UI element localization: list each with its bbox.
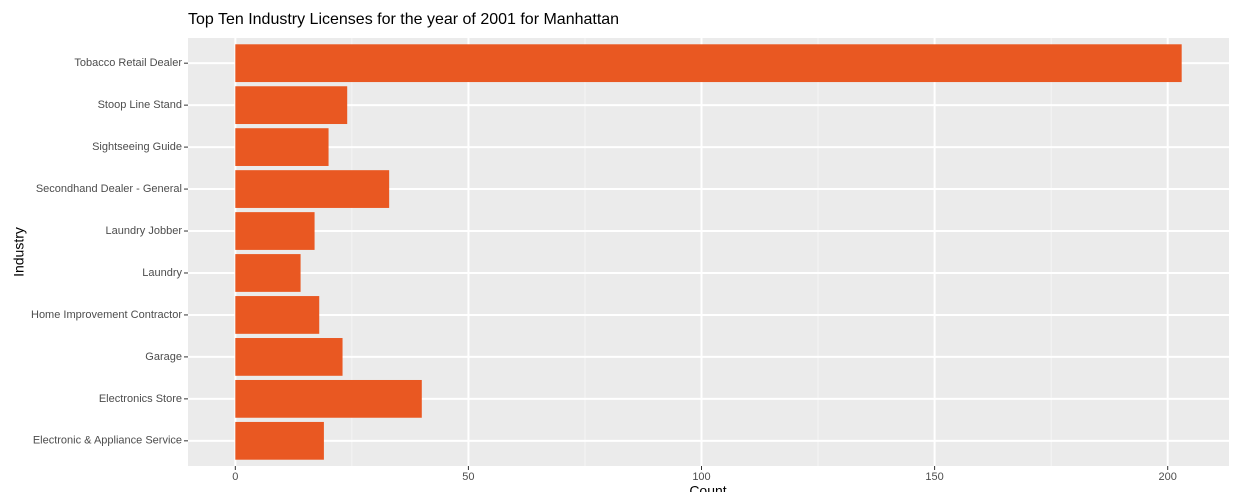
- bar: [235, 170, 390, 208]
- x-tick-label: 200: [1159, 471, 1177, 483]
- y-tick-label: Laundry: [142, 267, 182, 279]
- y-tick-label: Electronic & Appliance Service: [33, 435, 182, 447]
- bar: [235, 379, 422, 418]
- bar: [235, 338, 343, 376]
- bar: [235, 254, 301, 292]
- y-tick-label: Tobacco Retail Dealer: [74, 57, 182, 69]
- x-axis-label: Count: [689, 483, 726, 492]
- y-axis-label: Industry: [11, 227, 27, 277]
- y-tick-label: Electronics Store: [99, 393, 182, 405]
- bar: [235, 212, 315, 250]
- x-tick-label: 150: [925, 471, 943, 483]
- y-tick-label: Stoop Line Stand: [98, 99, 182, 111]
- y-tick-label: Garage: [145, 351, 182, 363]
- bar: [235, 421, 324, 460]
- x-tick-label: 50: [462, 471, 474, 483]
- y-tick-label: Secondhand Dealer - General: [36, 183, 182, 195]
- bar: [235, 296, 320, 334]
- bar: [235, 86, 348, 125]
- chart-title: Top Ten Industry Licenses for the year o…: [188, 11, 619, 28]
- y-tick-label: Sightseeing Guide: [92, 141, 182, 153]
- x-tick-label: 100: [692, 471, 710, 483]
- y-tick-label: Home Improvement Contractor: [31, 309, 182, 321]
- x-tick-label: 0: [232, 471, 238, 483]
- y-tick-label: Laundry Jobber: [106, 225, 183, 237]
- bar: [235, 44, 1182, 83]
- bar: [235, 128, 329, 166]
